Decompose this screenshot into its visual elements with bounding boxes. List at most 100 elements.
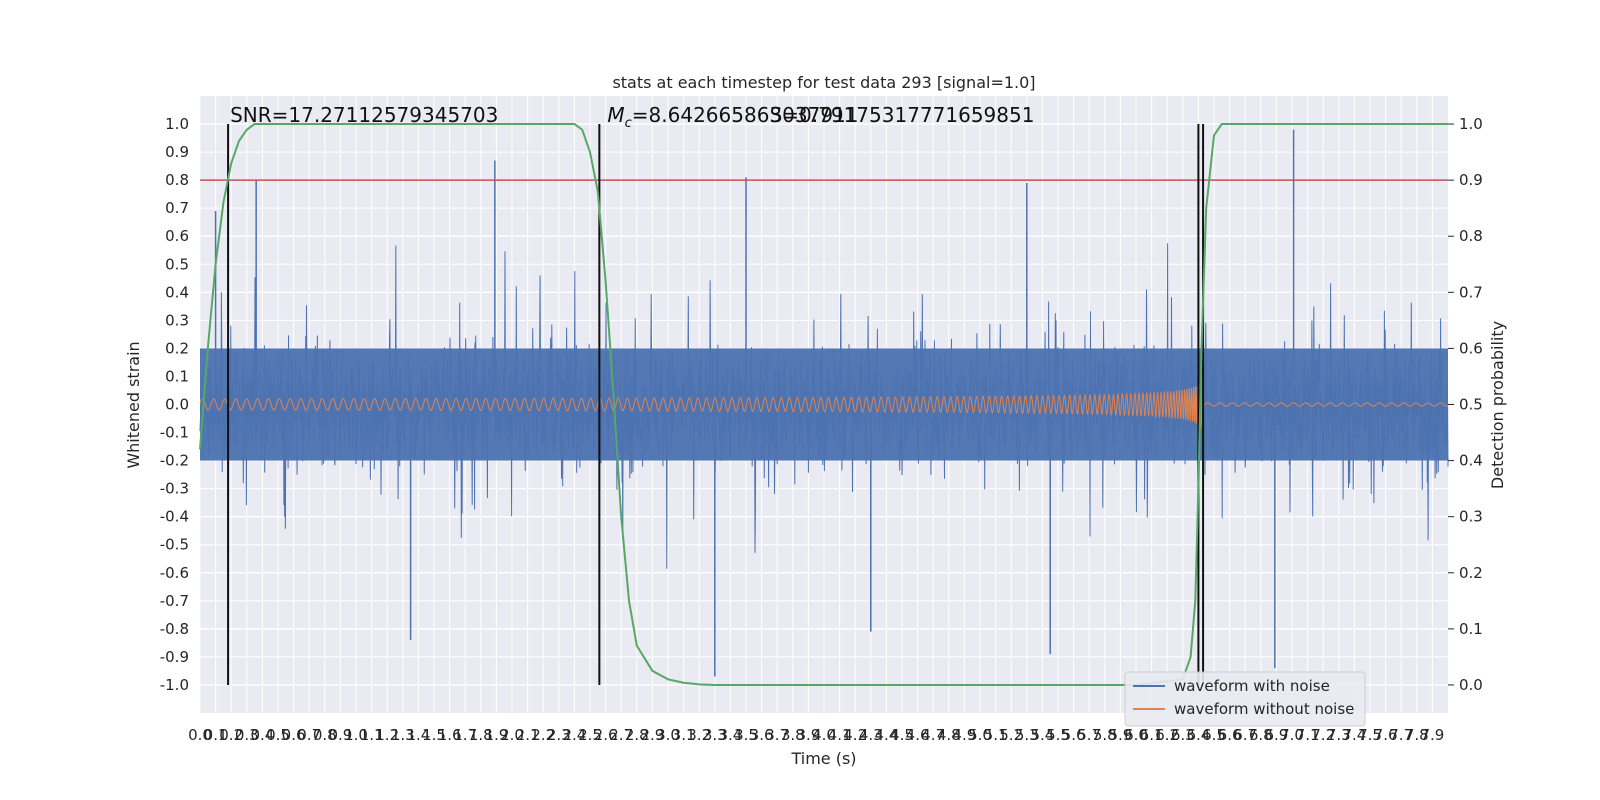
x-tick-label: 3.0	[656, 726, 680, 744]
x-tick-label: 3.5	[734, 726, 758, 744]
x-tick-label: 1.1	[360, 726, 384, 744]
y2-axis-ticks: 0.0 0.1 0.2 0.3 0.4 0.5 0.6 0.7 0.8 0.9 1.0	[1448, 115, 1483, 694]
y-axis-label: Whitened strain	[124, 341, 143, 468]
x-tick-label: 0.1	[204, 726, 228, 744]
y-tick-label: -0.4	[160, 508, 189, 526]
x-tick-label: 5.0	[968, 726, 992, 744]
x-tick-label: 6.3	[1171, 726, 1195, 744]
y-tick-label: -0.9	[160, 648, 189, 666]
x-tick-label: 3.2	[687, 726, 711, 744]
y-axis-ticks: -1.0 -0.9 -0.8 -0.7 -0.6 -0.5 -0.4 -0.3 -0.2 -0.1…	[160, 115, 189, 694]
x-tick-label: 3.6	[750, 726, 774, 744]
y-tick-label: 0.9	[165, 143, 189, 161]
annotation-chirp-mass-subscript: c	[625, 116, 632, 131]
y2-tick-label: 0.7	[1459, 283, 1483, 301]
chart-title: stats at each timestep for test data 293…	[612, 73, 1035, 92]
x-tick-label: 1.9	[484, 726, 508, 744]
detection-probability-series	[199, 123, 1448, 686]
x-tick-label: 0.9	[328, 726, 352, 744]
x-tick-label: 1.6	[438, 726, 462, 744]
x-tick-label: 2.9	[640, 726, 664, 744]
x-tick-label: 0.5	[266, 726, 290, 744]
x-tick-label: 6.9	[1264, 726, 1288, 744]
y2-tick-label: 0.4	[1459, 452, 1483, 470]
x-tick-label: 4.1	[828, 726, 852, 744]
y-tick-label: 0.8	[165, 171, 189, 189]
x-tick-label: 4.2	[843, 726, 867, 744]
y-tick-label: 0.0	[165, 396, 189, 414]
x-tick-label: 4.3	[859, 726, 883, 744]
x-tick-label: 7.3	[1327, 726, 1351, 744]
y2-tick-label: 0.6	[1459, 339, 1483, 357]
x-tick-label: 7.9	[1420, 726, 1444, 744]
x-tick-label: 7.4	[1342, 726, 1366, 744]
x-tick-label: 6.2	[1155, 726, 1179, 744]
x-tick-label: 3.4	[718, 726, 742, 744]
x-axis-label: Time (s)	[790, 749, 856, 768]
x-tick-label: 1.2	[375, 726, 399, 744]
x-tick-label: 7.2	[1311, 726, 1335, 744]
x-tick-label: 1.8	[469, 726, 493, 744]
legend-label-clean: waveform without noise	[1174, 700, 1354, 718]
y-tick-label: -0.1	[160, 424, 189, 442]
x-tick-label: 7.5	[1358, 726, 1382, 744]
x-tick-label: 3.1	[672, 726, 696, 744]
y-tick-label: -0.8	[160, 620, 189, 638]
x-tick-label: 6.5	[1202, 726, 1226, 744]
x-tick-label: 0.6	[282, 726, 306, 744]
x-tick-label: 5.6	[1062, 726, 1086, 744]
x-tick-label: 2.5	[578, 726, 602, 744]
y2-tick-label: 0.8	[1459, 227, 1483, 245]
x-tick-label: 1.4	[406, 726, 430, 744]
x-tick-label: 0.4	[250, 726, 274, 744]
y2-tick-label: 0.0	[1459, 676, 1483, 694]
y2-tick-label: 0.5	[1459, 396, 1483, 414]
annotation-s: S=0.79175317771659851	[770, 103, 1035, 127]
x-tick-label: 3.9	[796, 726, 820, 744]
waveform-without-noise-series	[199, 373, 1449, 437]
x-axis-ticks: 0.00.10.20.30.40.50.60.70.80.91.01.11.21…	[188, 726, 1444, 744]
x-tick-label: 0.0	[188, 726, 212, 744]
y-tick-label: 0.2	[165, 339, 189, 357]
y-tick-label: 0.4	[165, 283, 189, 301]
x-tick-label: 0.2	[219, 726, 243, 744]
x-tick-label: 3.7	[765, 726, 789, 744]
x-tick-label: 2.2	[531, 726, 555, 744]
legend-box	[1124, 671, 1366, 727]
legend: waveform with noise waveform without noi…	[1124, 671, 1366, 727]
y-tick-label: 0.1	[165, 367, 189, 385]
x-tick-label: 0.7	[297, 726, 321, 744]
x-tick-label: 6.1	[1140, 726, 1164, 744]
x-tick-label: 7.8	[1405, 726, 1429, 744]
x-tick-label: 2.1	[516, 726, 540, 744]
x-tick-label: 4.8	[937, 726, 961, 744]
y2-tick-label: 0.2	[1459, 564, 1483, 582]
x-tick-label: 0.3	[235, 726, 259, 744]
annotation-chirp-mass-symbol: M	[607, 103, 624, 127]
y2-tick-label: 0.9	[1459, 171, 1483, 189]
x-tick-label: 0.8	[313, 726, 337, 744]
x-tick-label: 4.7	[921, 726, 945, 744]
y2-tick-label: 0.3	[1459, 508, 1483, 526]
y-tick-label: -1.0	[160, 676, 189, 694]
x-tick-label: 5.1	[984, 726, 1008, 744]
x-tick-label: 2.8	[625, 726, 649, 744]
x-tick-label: 5.5	[1046, 726, 1070, 744]
x-tick-label: 4.4	[874, 726, 898, 744]
detection-probability-line	[199, 123, 1448, 686]
x-tick-label: 1.0	[344, 726, 368, 744]
y2-axis-label: Detection probability	[1488, 321, 1507, 489]
x-tick-label: 4.0	[812, 726, 836, 744]
x-tick-label: 6.6	[1218, 726, 1242, 744]
x-tick-label: 3.3	[703, 726, 727, 744]
x-tick-label: 1.3	[391, 726, 415, 744]
x-tick-label: 7.7	[1389, 726, 1413, 744]
x-tick-label: 2.3	[547, 726, 571, 744]
annotations: SNR=17.27112579345703 Mc=8.64266586303791…	[230, 103, 1034, 131]
x-tick-label: 5.4	[1030, 726, 1054, 744]
x-tick-label: 1.5	[422, 726, 446, 744]
x-tick-label: 7.0	[1280, 726, 1304, 744]
x-tick-label: 2.4	[562, 726, 586, 744]
x-tick-label: 5.2	[999, 726, 1023, 744]
x-tick-label: 4.9	[952, 726, 976, 744]
